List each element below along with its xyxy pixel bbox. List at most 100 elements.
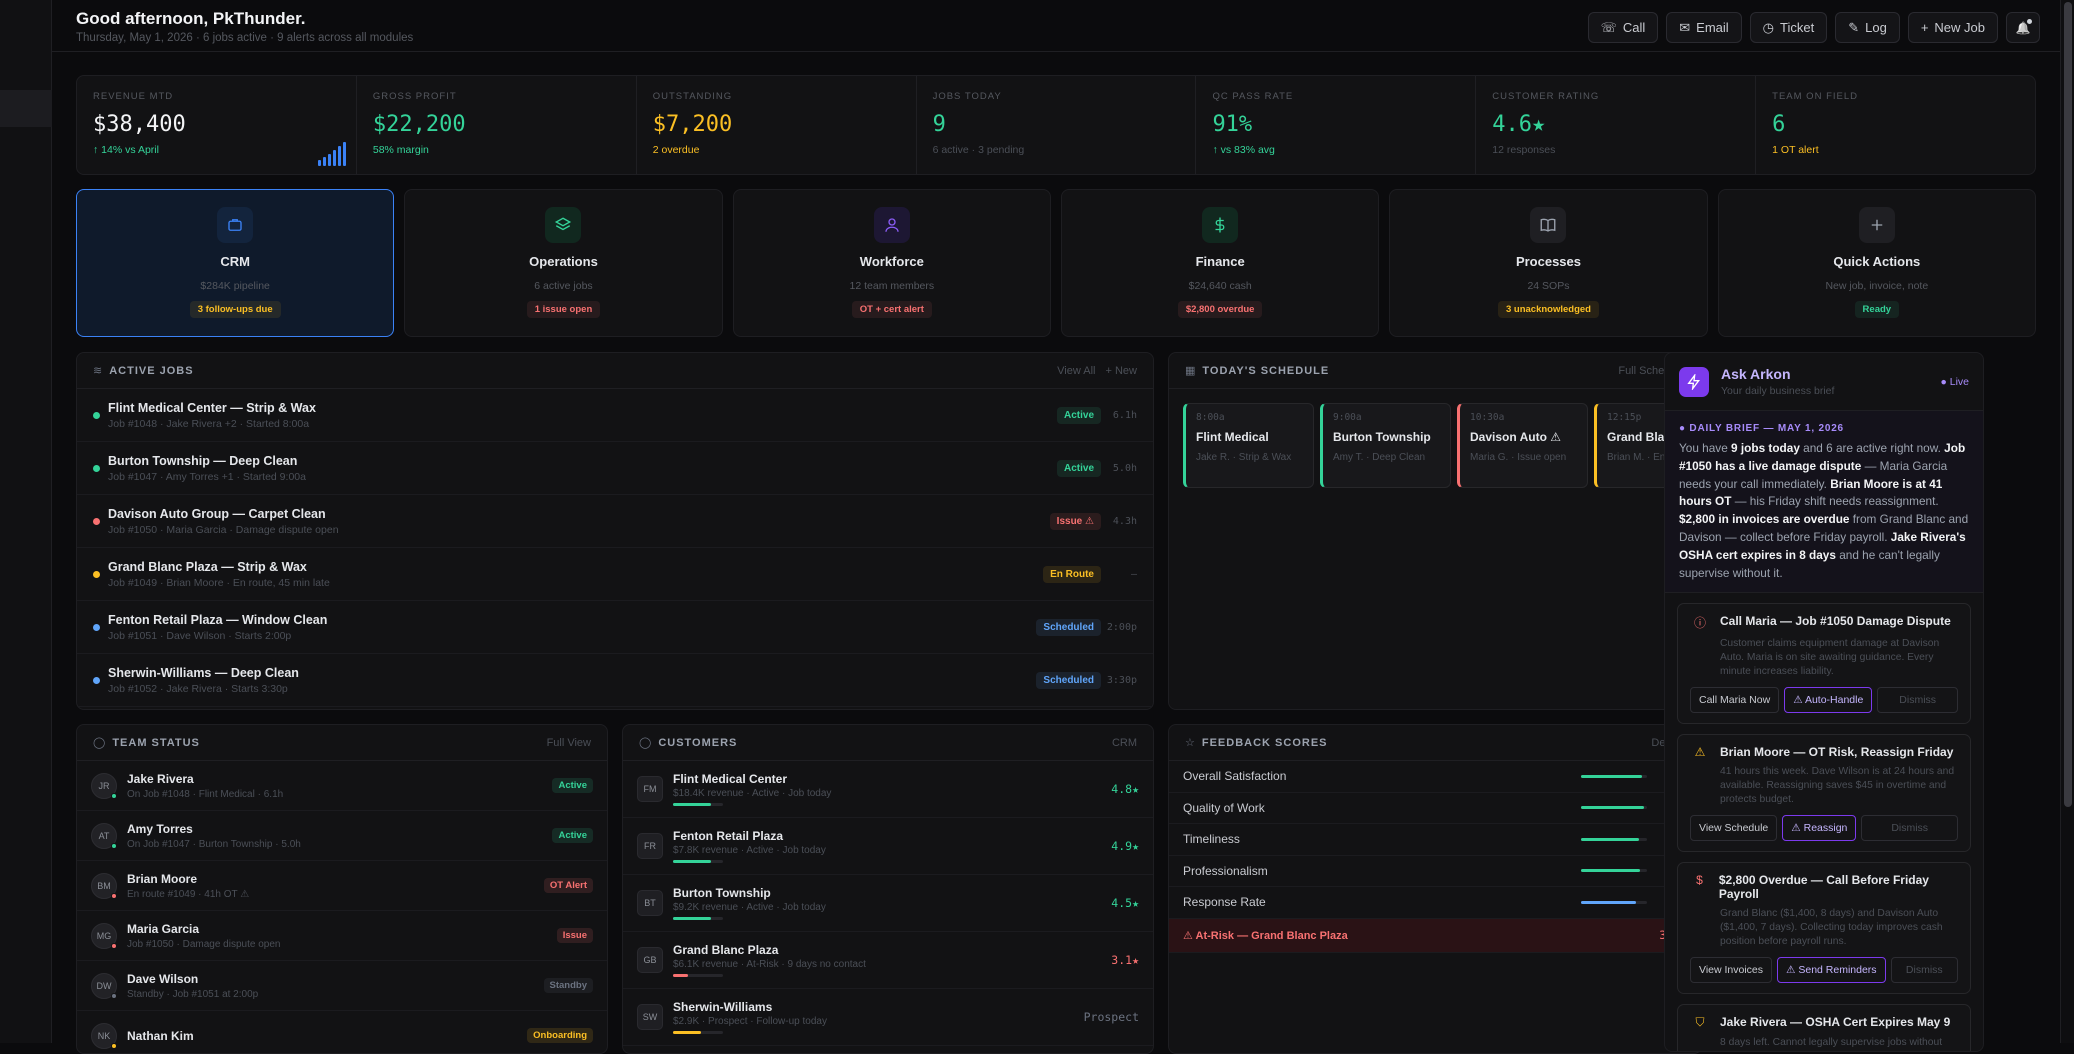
dismiss-button[interactable]: Dismiss — [1890, 957, 1958, 984]
health-bar — [673, 917, 723, 920]
primary-action-button[interactable]: View Schedule — [1690, 815, 1778, 842]
kpi-value: 9 — [932, 112, 946, 137]
ai-action-button[interactable]: ⚠ Send Reminders — [1777, 957, 1886, 984]
customer-rating: 4.5★ — [1111, 896, 1139, 910]
module-quick-actions[interactable]: Quick Actions New job, invoice, note Ready — [1717, 189, 2036, 337]
member-name: Jake Rivera — [127, 771, 194, 786]
presence-dot — [111, 942, 117, 949]
presence-dot — [111, 1042, 117, 1049]
brief-segment: Jake Rivera's OSHA cert expires in 8 day… — [1679, 529, 1966, 562]
job-row[interactable]: Grand Blanc Plaza — Strip & Wax Job #1049… — [77, 548, 1153, 601]
team-row[interactable]: JR Jake Rivera On Job #1048 · Flint Medica… — [77, 761, 607, 811]
team-row[interactable]: AT Amy Torres On Job #1047 · Burton Townsh… — [77, 811, 607, 861]
kpi-qc-pass-rate[interactable]: QC PASS RATE 91% ↑ vs 83% avg — [1196, 76, 1477, 174]
brief-segment: $2,800 in invoices are overdue — [1679, 512, 1850, 527]
presence-dot — [111, 892, 117, 899]
kpi-outstanding[interactable]: OUTSTANDING $7,200 2 overdue — [637, 76, 917, 174]
module-name: Operations — [529, 254, 598, 269]
dismiss-button[interactable]: Dismiss — [1877, 687, 1958, 714]
customer-row[interactable]: BT Burton Township $9.2K revenue · Active … — [623, 875, 1153, 932]
kpi-subtext: 12 responses — [1492, 144, 1556, 156]
team-row[interactable]: NK Nathan Kim Onboarding — [77, 1011, 607, 1053]
crm-link[interactable]: CRM — [1111, 736, 1137, 749]
module-crm[interactable]: CRM $284K pipeline 3 follow-ups due — [76, 189, 395, 337]
action-header: ⛉ Jake Rivera — OSHA Cert Expires May 9 — [1690, 1015, 1958, 1030]
kpi-revenue-mtd[interactable]: REVENUE MTD $38,400 ↑ 14% vs April — [77, 76, 357, 174]
avatar: NK — [91, 1022, 117, 1049]
customer-text: Flint Medical Center $18.4K revenue · Act… — [673, 772, 831, 806]
dismiss-button[interactable]: Dismiss — [1861, 815, 1958, 842]
job-row[interactable]: Sherwin-Williams — Deep Clean Job #1052 ·… — [77, 654, 1153, 707]
ai-action-button[interactable]: ⚠ Reassign — [1782, 815, 1857, 842]
primary-action-button[interactable]: View Invoices — [1690, 957, 1773, 984]
active-jobs-card: ≋ ACTIVE JOBS View All + New Flint Medical … — [76, 352, 1154, 710]
job-time: — — [1130, 568, 1137, 580]
job-subtext: Job #1050 · Maria Garcia · Damage disput… — [108, 523, 339, 536]
team-row[interactable]: BM Brian Moore En route #1049 · 41h OT ⚠ OT… — [77, 861, 607, 911]
customer-row[interactable]: FM Flint Medical Center $18.4K revenue · A… — [623, 761, 1153, 818]
call-button[interactable]: ☏ Call — [1587, 12, 1659, 43]
primary-action-button[interactable]: Call Maria Now — [1690, 687, 1780, 714]
score-bar — [1581, 837, 1647, 841]
full-view-link[interactable]: Full View — [546, 736, 591, 749]
kpi-customer-rating[interactable]: CUSTOMER RATING 4.6★ 12 responses — [1476, 76, 1757, 174]
health-bar — [673, 1031, 723, 1034]
job-row[interactable]: Davison Auto Group — Carpet Clean Job #10… — [77, 495, 1153, 548]
customer-subtext: $6.1K revenue · At-Risk · 9 days no cont… — [673, 959, 866, 970]
action-title: $2,800 Overdue — Call Before Friday Payr… — [1718, 873, 1929, 902]
customer-row[interactable]: GB Grand Blanc Plaza $6.1K revenue · At-Ri… — [623, 932, 1153, 989]
notifications-button[interactable]: 🔔 — [2006, 12, 2040, 43]
score-bar — [1581, 774, 1647, 778]
module-processes[interactable]: Processes 24 SOPs 3 unacknowledged — [1389, 189, 1708, 337]
kpi-value: 4.6★ — [1492, 112, 1546, 137]
feedback-card: ☆FEEDBACK SCORESDetails Overall Satisfac… — [1168, 724, 1702, 1054]
user-icon — [873, 207, 910, 243]
ai-action-button[interactable]: ⚠ Auto-Handle — [1784, 687, 1873, 714]
customer-avatar: GB — [637, 947, 663, 973]
job-row[interactable]: Burton Township — Deep Clean Job #1047 · … — [77, 442, 1153, 495]
schedule-card[interactable]: 8:00a Flint Medical Jake R. · Strip & Wax — [1183, 403, 1314, 488]
schedule-card[interactable]: 9:00a Burton Township Amy T. · Deep Clean — [1320, 403, 1451, 488]
avatar: BM — [91, 872, 117, 899]
member-subtext: On Job #1048 · Flint Medical · 6.1h — [127, 788, 284, 800]
kpi-jobs-today[interactable]: JOBS TODAY 9 6 active · 3 pending — [917, 76, 1197, 174]
module-workforce[interactable]: Workforce 12 team members OT + cert alert — [732, 189, 1051, 337]
module-subtext: $284K pipeline — [200, 280, 270, 292]
schedule-card[interactable]: 10:30a Davison Auto ⚠ Maria G. · Issue ope… — [1457, 403, 1588, 488]
customer-row[interactable]: FR Fenton Retail Plaza $7.8K revenue · Act… — [623, 818, 1153, 875]
module-operations[interactable]: Operations 6 active jobs 1 issue open — [404, 189, 723, 337]
action-buttons: View Schedule ⚠ Reassign Dismiss — [1690, 815, 1958, 851]
kpi-gross-profit[interactable]: GROSS PROFIT $22,200 58% margin — [357, 76, 637, 174]
kpi-subtext: 58% margin — [372, 144, 429, 156]
new-job-link[interactable]: + New — [1105, 364, 1138, 377]
action-title: Jake Rivera — OSHA Cert Expires May 9 — [1720, 1015, 1951, 1030]
job-title: Flint Medical Center — Strip & Wax — [108, 400, 316, 415]
job-row[interactable]: Flint Medical Center — Strip & Wax Job #1… — [77, 389, 1153, 442]
module-finance[interactable]: Finance $24,640 cash $2,800 overdue — [1060, 189, 1380, 337]
member-subtext: Job #1050 · Damage dispute open — [127, 938, 281, 950]
team-row[interactable]: DW Dave Wilson Standby · Job #1051 at 2:00… — [77, 961, 607, 1011]
card-title: TEAM STATUS — [112, 736, 200, 749]
page-scrollbar[interactable] — [2060, 0, 2074, 1043]
member-text: Dave Wilson Standby · Job #1051 at 2:00p — [127, 972, 258, 1000]
schedule-name: Grand Blanc — [1607, 430, 1679, 444]
feedback-row: Response Rate83% — [1169, 887, 1701, 919]
customer-text: Sherwin-Williams $2.9K · Prospect · Follo… — [673, 1000, 827, 1034]
email-button[interactable]: ✉ Email — [1666, 12, 1742, 43]
job-status-badge: Issue ⚠ — [1049, 512, 1101, 530]
new-job-button[interactable]: + New Job — [1907, 12, 1998, 43]
ticket-button[interactable]: ◷ Ticket — [1749, 12, 1828, 43]
team-row[interactable]: MG Maria Garcia Job #1050 · Damage dispute… — [77, 911, 607, 961]
layers-icon — [545, 207, 582, 243]
log-button[interactable]: ✎ Log — [1835, 12, 1900, 43]
customer-row[interactable]: SW Sherwin-Williams $2.9K · Prospect · Fol… — [623, 989, 1153, 1046]
kpi-team-on-field[interactable]: TEAM ON FIELD 6 1 OT alert — [1756, 76, 2035, 174]
scrollbar-thumb[interactable] — [2064, 2, 2072, 807]
job-row[interactable]: Fenton Retail Plaza — Window Clean Job #1… — [77, 601, 1153, 654]
job-status-badge: Scheduled — [1036, 618, 1101, 636]
view-all-link[interactable]: View All — [1057, 364, 1096, 377]
at-risk-alert[interactable]: ⚠ At-Risk — Grand Blanc Plaza3.1★ — [1169, 918, 1701, 953]
sidebar-active-item[interactable] — [0, 90, 52, 127]
customer-rating: Prospect — [1083, 1010, 1139, 1024]
feedback-label: Overall Satisfaction — [1183, 769, 1287, 784]
